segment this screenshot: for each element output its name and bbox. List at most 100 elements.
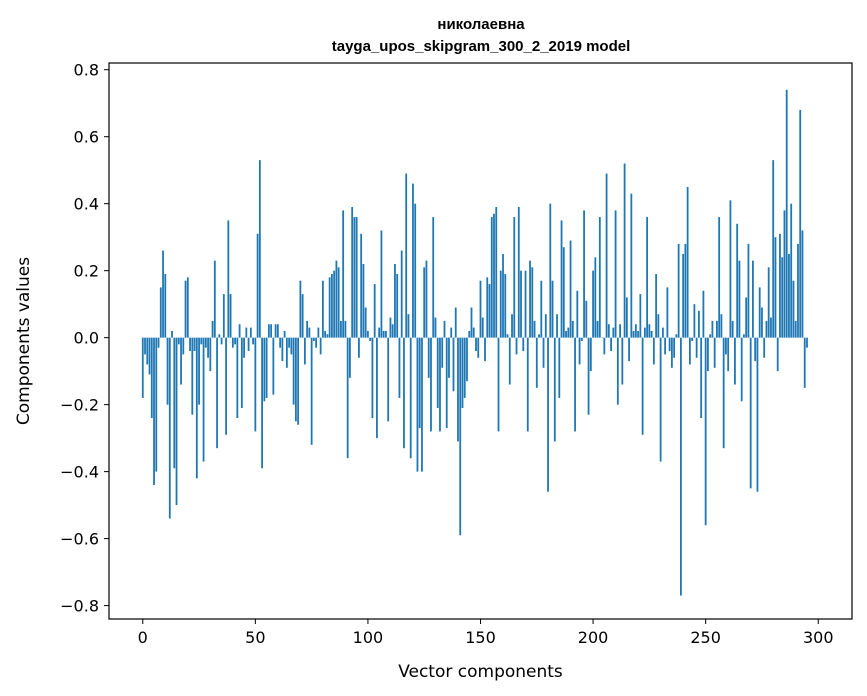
bar-6 bbox=[155, 337, 158, 472]
bar-32 bbox=[213, 260, 216, 338]
bar-200 bbox=[592, 270, 594, 338]
bar-282 bbox=[776, 337, 779, 372]
bar-214 bbox=[623, 163, 626, 338]
bar-141 bbox=[459, 337, 462, 536]
bar-39 bbox=[229, 294, 232, 338]
bar-228 bbox=[655, 274, 658, 338]
bar-155 bbox=[490, 217, 493, 338]
bar-272 bbox=[754, 337, 757, 362]
bar-258 bbox=[722, 337, 725, 449]
bar-265 bbox=[738, 260, 741, 338]
bar-147 bbox=[472, 327, 475, 338]
bar-256 bbox=[718, 217, 721, 338]
bar-269 bbox=[747, 243, 750, 338]
bar-153 bbox=[486, 277, 489, 338]
bar-3 bbox=[148, 337, 151, 375]
bar-288 bbox=[790, 203, 793, 338]
bar-48 bbox=[249, 327, 252, 338]
bar-225 bbox=[648, 324, 651, 338]
bar-290 bbox=[794, 320, 797, 338]
x-tick-label: 150 bbox=[465, 628, 496, 647]
bar-154 bbox=[488, 284, 491, 338]
bar-207 bbox=[607, 324, 610, 338]
bar-2 bbox=[146, 337, 149, 365]
bar-232 bbox=[664, 337, 667, 355]
chart-title: николаевна tayga_upos_skipgram_300_2_2019… bbox=[332, 16, 631, 55]
bar-105 bbox=[378, 327, 381, 338]
bar-189 bbox=[567, 327, 570, 338]
bar-215 bbox=[625, 297, 628, 338]
bar-264 bbox=[736, 223, 739, 338]
bar-20 bbox=[186, 277, 189, 338]
bar-43 bbox=[238, 324, 241, 338]
bar-7 bbox=[157, 337, 160, 348]
bar-237 bbox=[675, 334, 678, 338]
bar-47 bbox=[247, 337, 250, 352]
bar-140 bbox=[457, 337, 459, 442]
bar-107 bbox=[382, 330, 385, 338]
bar-190 bbox=[569, 240, 572, 338]
bar-24 bbox=[195, 337, 198, 479]
bar-98 bbox=[362, 263, 365, 338]
bar-243 bbox=[688, 337, 691, 365]
bar-13 bbox=[171, 330, 173, 338]
bar-158 bbox=[497, 337, 500, 432]
bar-63 bbox=[283, 330, 286, 338]
bar-106 bbox=[380, 230, 383, 338]
bar-113 bbox=[396, 274, 399, 338]
bar-150 bbox=[479, 280, 482, 338]
bar-174 bbox=[533, 320, 536, 338]
bar-267 bbox=[743, 334, 745, 338]
bar-181 bbox=[549, 203, 552, 338]
bar-165 bbox=[513, 217, 516, 338]
bar-193 bbox=[576, 290, 579, 338]
y-tick-label: −0.8 bbox=[60, 597, 99, 616]
bar-171 bbox=[526, 337, 529, 432]
bar-71 bbox=[301, 294, 304, 338]
bar-38 bbox=[227, 220, 230, 338]
bar-134 bbox=[443, 320, 446, 338]
bar-77 bbox=[315, 337, 318, 348]
bar-179 bbox=[544, 314, 547, 338]
bar-206 bbox=[605, 173, 608, 338]
bar-188 bbox=[565, 330, 567, 338]
bar-210 bbox=[614, 210, 617, 338]
bar-279 bbox=[770, 317, 772, 338]
bar-260 bbox=[727, 337, 730, 372]
bar-283 bbox=[779, 233, 781, 338]
bar-122 bbox=[416, 337, 419, 472]
bar-17 bbox=[180, 337, 182, 385]
bar-11 bbox=[166, 337, 169, 405]
x-tick-label: 0 bbox=[138, 628, 148, 647]
bar-36 bbox=[222, 294, 225, 338]
bar-205 bbox=[603, 337, 606, 355]
bar-22 bbox=[191, 337, 194, 415]
bar-100 bbox=[367, 330, 369, 338]
bar-161 bbox=[504, 274, 507, 338]
bar-257 bbox=[720, 314, 723, 338]
bar-223 bbox=[643, 327, 646, 338]
bar-135 bbox=[445, 337, 448, 429]
x-tick-label: 250 bbox=[690, 628, 721, 647]
bar-262 bbox=[731, 320, 734, 338]
bar-61 bbox=[279, 337, 282, 348]
bar-31 bbox=[211, 320, 214, 338]
bar-90 bbox=[344, 320, 347, 338]
bar-231 bbox=[661, 327, 664, 338]
bar-64 bbox=[285, 337, 288, 368]
bar-5 bbox=[153, 337, 155, 486]
bar-8 bbox=[159, 287, 162, 338]
bar-103 bbox=[373, 284, 376, 338]
bar-86 bbox=[335, 260, 338, 338]
bar-224 bbox=[646, 217, 649, 338]
bar-46 bbox=[245, 327, 248, 338]
bar-187 bbox=[562, 247, 565, 338]
bar-250 bbox=[704, 337, 707, 526]
bar-172 bbox=[529, 260, 531, 338]
bar-157 bbox=[495, 207, 498, 338]
bar-219 bbox=[634, 324, 637, 338]
bar-254 bbox=[713, 337, 716, 368]
bar-68 bbox=[294, 337, 297, 422]
bar-125 bbox=[423, 267, 426, 338]
